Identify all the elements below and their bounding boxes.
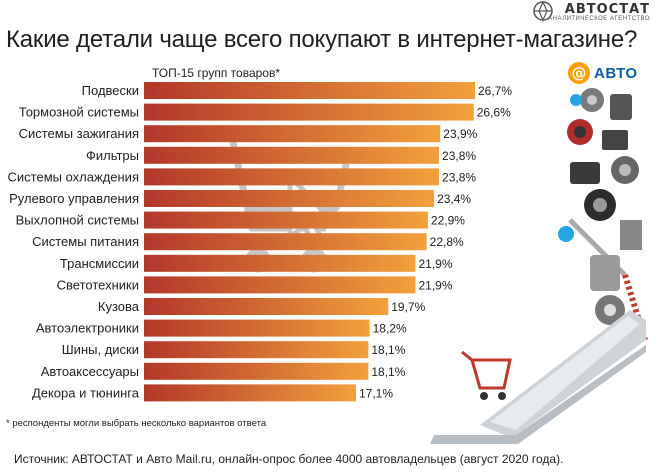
category-label: Кузова (98, 299, 140, 314)
bar (144, 146, 440, 164)
bar (144, 276, 416, 294)
value-label: 17,1% (359, 386, 393, 400)
footnote: * респонденты могли выбрать несколько ва… (6, 418, 267, 429)
category-label: Системы охлаждения (8, 169, 139, 184)
bar (144, 82, 475, 99)
brand-logo-icon (533, 0, 553, 22)
bar (144, 190, 435, 207)
partner-logo: @ АВТО (568, 62, 638, 84)
source-note: Источник: АВТОСТАТ и Авто Mail.ru, онлай… (14, 452, 564, 466)
brand-tagline: АНАЛИТИЧЕСКОЕ АГЕНТСТВО (548, 16, 650, 22)
value-label: 23,8% (442, 170, 476, 184)
value-label: 23,8% (442, 149, 476, 163)
bar (144, 125, 441, 143)
value-label: 19,7% (391, 300, 425, 314)
value-label: 18,2% (373, 322, 407, 336)
bar (144, 168, 440, 186)
brand-block: АВТОСТАТ АНАЛИТИЧЕСКОЕ АГЕНТСТВО (548, 2, 650, 22)
value-label: 21,9% (418, 278, 452, 292)
bar (144, 384, 356, 402)
value-label: 23,4% (437, 192, 471, 206)
category-label: Светотехники (57, 277, 139, 292)
bar (144, 103, 474, 121)
category-label: Рулевого управления (9, 191, 139, 206)
bar (144, 254, 416, 272)
chart-subtitle: ТОП-15 групп товаров* (152, 66, 281, 80)
category-label: Автоаксессуары (41, 364, 139, 379)
value-label: 21,9% (418, 257, 452, 271)
page-title: Какие детали чаще всего покупают в интер… (6, 26, 638, 53)
at-sign-icon: @ (568, 62, 590, 84)
bar (144, 298, 389, 315)
category-label: Фильтры (86, 148, 139, 163)
category-label: Трансмиссии (60, 256, 139, 271)
bar (144, 211, 428, 229)
bar (144, 233, 427, 251)
category-label: Автоэлектроники (36, 321, 139, 336)
car-parts-illustration-icon (430, 88, 648, 444)
value-label: 26,7% (478, 84, 512, 98)
brand-name: АВТОСТАТ (564, 2, 650, 17)
value-label: 18,1% (371, 365, 405, 379)
category-label: Системы зажигания (19, 126, 139, 141)
decor-blue-blob (558, 226, 574, 242)
value-label: 26,6% (477, 106, 511, 120)
value-label: 23,9% (443, 127, 477, 141)
bar (144, 341, 369, 359)
category-label: Шины, диски (62, 342, 139, 357)
bar (144, 319, 370, 337)
category-label: Системы питания (32, 234, 139, 249)
value-label: 22,8% (430, 235, 464, 249)
decor-blue-blob (570, 94, 582, 106)
category-label: Тормозной системы (19, 105, 139, 120)
category-label: Декора и тюнинга (32, 385, 140, 400)
category-label: Выхлопной системы (16, 213, 139, 228)
partner-logo-text: АВТО (594, 64, 638, 82)
category-label: Подвески (82, 83, 139, 98)
value-label: 18,1% (371, 343, 405, 357)
value-label: 22,9% (431, 214, 465, 228)
bar (144, 362, 369, 380)
